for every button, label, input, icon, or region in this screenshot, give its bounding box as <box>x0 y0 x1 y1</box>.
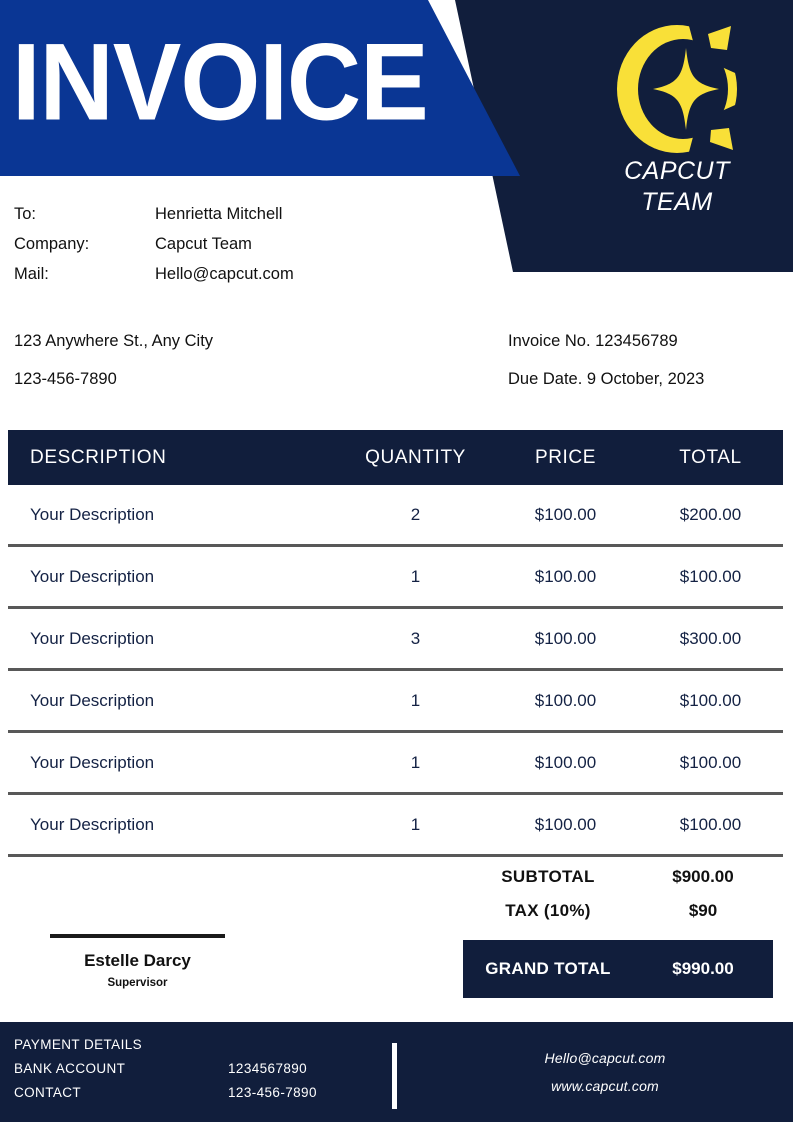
blue-banner-shape <box>0 0 520 176</box>
cell-price: $100.00 <box>534 752 597 772</box>
column-header-total: TOTAL <box>679 446 742 468</box>
bank-account-label: BANK ACCOUNT <box>14 1061 126 1076</box>
invoice-due-date: Due Date. 9 October, 2023 <box>508 370 705 388</box>
sender-address-block: 123 Anywhere St., Any City 123-456-7890 <box>14 332 213 408</box>
cell-description: Your Description <box>30 690 155 710</box>
row-divider <box>8 854 783 857</box>
subtotal-value: $900.00 <box>672 867 734 886</box>
row-divider <box>8 544 783 547</box>
signature-name: Estelle Darcy <box>84 951 191 970</box>
contact-label: CONTACT <box>14 1085 82 1100</box>
totals-block: SUBTOTAL $900.00 TAX (10%) $90 <box>463 860 773 928</box>
company-logo: CAPCUT TEAM <box>592 22 762 218</box>
totals-row-tax: TAX (10%) $90 <box>463 894 773 928</box>
cell-total: $100.00 <box>679 814 742 834</box>
cell-quantity: 1 <box>410 814 421 834</box>
cell-price: $100.00 <box>534 566 597 586</box>
footer-website[interactable]: www.capcut.com <box>551 1078 659 1094</box>
row-divider <box>8 606 783 609</box>
bank-account-row: BANK ACCOUNT 1234567890 <box>14 1061 317 1076</box>
table-header-row: DESCRIPTION QUANTITY PRICE TOTAL <box>8 430 783 485</box>
payment-details-block: PAYMENT DETAILS BANK ACCOUNT 1234567890 … <box>14 1037 317 1109</box>
page-title: INVOICE <box>12 19 429 143</box>
cell-quantity: 2 <box>410 504 421 524</box>
cell-description: Your Description <box>30 814 155 834</box>
contact-row-company: Company: Capcut Team <box>14 235 294 254</box>
cell-total: $100.00 <box>679 752 742 772</box>
grand-total-label: GRAND TOTAL <box>485 959 611 978</box>
cell-description: Your Description <box>30 566 155 586</box>
address-phone: 123-456-7890 <box>14 370 117 388</box>
row-divider <box>8 730 783 733</box>
cell-total: $100.00 <box>679 690 742 710</box>
grand-total-value: $990.00 <box>672 959 734 978</box>
logo-word-capcut: CAPCUT <box>624 157 730 185</box>
cell-quantity: 1 <box>410 752 421 772</box>
crescent-c-star-icon <box>611 22 743 156</box>
footer-vertical-divider <box>392 1043 397 1109</box>
footer-links-block: Hello@capcut.com www.capcut.com <box>455 1050 755 1106</box>
cell-description: Your Description <box>30 504 155 524</box>
contact-label-mail: Mail: <box>14 265 49 283</box>
payment-details-heading-row: PAYMENT DETAILS <box>14 1037 317 1052</box>
signature-block: Estelle Darcy Supervisor <box>50 934 225 989</box>
contact-row-to: To: Henrietta Mitchell <box>14 205 294 224</box>
subtotal-label: SUBTOTAL <box>501 867 595 886</box>
totals-row-subtotal: SUBTOTAL $900.00 <box>463 860 773 894</box>
cell-price: $100.00 <box>534 628 597 648</box>
contact-row: CONTACT 123-456-7890 <box>14 1085 317 1100</box>
cell-total: $100.00 <box>679 566 742 586</box>
cell-price: $100.00 <box>534 690 597 710</box>
sparkle-star <box>653 48 719 130</box>
column-header-quantity: QUANTITY <box>365 446 466 468</box>
address-street: 123 Anywhere St., Any City <box>14 332 214 350</box>
table-row: Your Description 1 $100.00 $100.00 <box>8 547 783 606</box>
cell-description: Your Description <box>30 752 155 772</box>
column-header-description: DESCRIPTION <box>30 446 167 468</box>
signature-line <box>50 934 225 938</box>
table-row: Your Description 1 $100.00 $100.00 <box>8 733 783 792</box>
row-divider <box>8 668 783 671</box>
column-header-price: PRICE <box>534 446 597 468</box>
bill-to-block: To: Henrietta Mitchell Company: Capcut T… <box>14 205 294 295</box>
contact-label-company: Company: <box>14 235 90 253</box>
tax-value: $90 <box>688 901 718 920</box>
cell-price: $100.00 <box>534 504 597 524</box>
cell-quantity: 1 <box>410 566 421 586</box>
line-items-table: DESCRIPTION QUANTITY PRICE TOTAL Your De… <box>8 430 783 857</box>
contact-label-to: To: <box>14 205 37 223</box>
invoice-meta-block: Invoice No. 123456789 Due Date. 9 Octobe… <box>508 332 704 408</box>
contact-value-to: Henrietta Mitchell <box>155 205 283 223</box>
cell-total: $200.00 <box>679 504 742 524</box>
cell-total: $300.00 <box>679 628 742 648</box>
row-divider <box>8 792 783 795</box>
table-row: Your Description 1 $100.00 $100.00 <box>8 671 783 730</box>
cell-quantity: 3 <box>410 628 421 648</box>
table-row: Your Description 1 $100.00 $100.00 <box>8 795 783 854</box>
grand-total-box: GRAND TOTAL $990.00 <box>463 940 773 998</box>
signature-role: Supervisor <box>107 977 168 989</box>
cell-description: Your Description <box>30 628 155 648</box>
cell-price: $100.00 <box>534 814 597 834</box>
tax-label: TAX (10%) <box>505 901 591 920</box>
contact-value-mail: Hello@capcut.com <box>155 265 294 283</box>
footer-email[interactable]: Hello@capcut.com <box>544 1050 666 1066</box>
cell-quantity: 1 <box>410 690 421 710</box>
payment-details-heading: PAYMENT DETAILS <box>14 1037 143 1052</box>
bank-account-value: 1234567890 <box>228 1061 308 1076</box>
contact-value: 123-456-7890 <box>228 1085 317 1100</box>
footer: PAYMENT DETAILS BANK ACCOUNT 1234567890 … <box>0 1022 793 1122</box>
table-row: Your Description 3 $100.00 $300.00 <box>8 609 783 668</box>
table-row: Your Description 2 $100.00 $200.00 <box>8 485 783 544</box>
contact-value-company: Capcut Team <box>155 235 252 253</box>
invoice-number: Invoice No. 123456789 <box>508 332 678 350</box>
logo-word-team: TEAM <box>641 188 713 216</box>
contact-row-mail: Mail: Hello@capcut.com <box>14 265 294 284</box>
